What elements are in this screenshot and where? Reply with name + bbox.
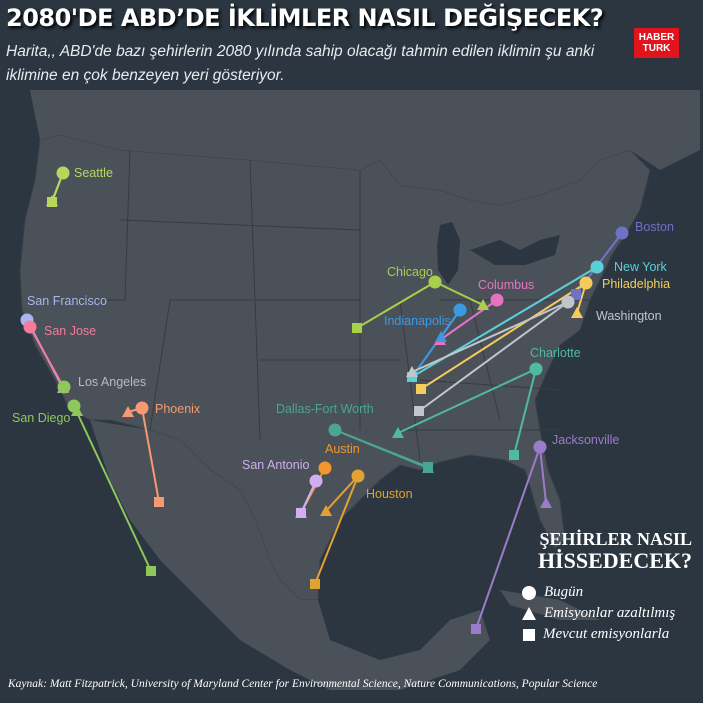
page-title: 2080'DE ABD’DE İKLİMLER NASIL DEĞİŞECEK? (6, 4, 604, 32)
legend-label: Bugün (544, 584, 584, 600)
square-marker (414, 406, 424, 416)
city-label: Washington (596, 309, 662, 323)
square-marker (509, 450, 519, 460)
city-labels: Seattle San Francisco San Jose Los Angeles S… (12, 166, 674, 501)
source-note: Kaynak: Matt Fitzpatrick, University of … (8, 678, 598, 690)
lake-michigan (437, 222, 460, 285)
square-icon (523, 628, 535, 641)
circle-icon (522, 585, 536, 600)
city-label: Jacksonville (552, 433, 619, 447)
square-marker (154, 497, 164, 507)
square-marker (146, 566, 156, 576)
circle-marker (453, 303, 467, 317)
legend-item-current: Mevcut emisyonlarla (522, 624, 692, 645)
link-line (418, 301, 569, 412)
circle-marker (67, 399, 81, 413)
city-markers (20, 166, 629, 634)
city-label: San Francisco (27, 294, 107, 308)
link-line (420, 282, 587, 390)
circle-marker (533, 440, 547, 454)
city-label: Columbus (478, 278, 534, 292)
triangle-marker (122, 406, 134, 417)
circle-marker (318, 461, 332, 475)
city-label: Dallas-Fort Worth (276, 402, 374, 416)
land-canada (30, 90, 700, 205)
square-marker (296, 508, 306, 518)
link-line (334, 429, 429, 468)
triangle-icon (522, 607, 536, 620)
city-label: Indianapolis (384, 314, 451, 328)
city-label: San Jose (44, 324, 96, 338)
land-mexico (90, 420, 490, 690)
circle-marker (579, 276, 593, 290)
page-subtitle: Harita,, ABD'de bazı şehirlerin 2080 yıl… (6, 43, 595, 84)
triangle-marker (392, 427, 404, 438)
legend-label: Mevcut emisyonlarla (543, 626, 670, 642)
city-label: Seattle (74, 166, 113, 180)
city-label: Los Angeles (78, 375, 146, 389)
circle-marker (529, 362, 543, 376)
link-line (539, 446, 547, 504)
legend: ŞEHİRLER NASIL HİSSEDECEK? Bugün Emisyon… (520, 528, 692, 645)
circle-marker (309, 474, 323, 488)
city-label: Phoenix (155, 402, 201, 416)
triangle-marker (46, 195, 58, 206)
link-line (73, 405, 152, 572)
square-marker (352, 323, 362, 333)
legend-title-line1: ŞEHİRLER NASIL (539, 529, 692, 549)
city-label: Houston (366, 487, 413, 501)
link-line (356, 281, 436, 329)
circle-marker (23, 320, 37, 334)
circle-marker (428, 275, 442, 289)
haberturk-logo: HABER TURK (634, 28, 679, 58)
link-line (314, 475, 359, 585)
circle-marker (615, 226, 629, 240)
circle-marker (590, 260, 604, 274)
legend-item-reduced: Emisyonlar azaltılmış (522, 603, 692, 624)
city-label: San Antonio (242, 458, 309, 472)
triangle-marker (477, 299, 489, 310)
circle-marker (57, 380, 71, 394)
legend-label: Emisyonlar azaltılmış (544, 605, 676, 621)
triangle-marker (406, 366, 418, 377)
city-label: Austin (325, 442, 360, 456)
triangle-marker (540, 497, 552, 508)
triangle-marker (435, 331, 447, 342)
triangle-marker (571, 307, 583, 318)
link-line (29, 326, 65, 389)
city-label: San Diego (12, 411, 70, 425)
circle-marker (56, 166, 70, 180)
triangle-marker (320, 505, 332, 516)
triangle-marker (422, 462, 434, 473)
circle-marker (328, 423, 342, 437)
legend-title-line2: HİSSEDECEK? (537, 548, 692, 573)
logo-line1: HABER (638, 32, 675, 43)
circle-marker (561, 295, 575, 309)
square-marker (416, 384, 426, 394)
legend-title: ŞEHİRLER NASIL HİSSEDECEK? (520, 528, 692, 572)
city-label: New York (614, 260, 668, 274)
circle-marker (351, 469, 365, 483)
link-line (439, 299, 498, 341)
legend-item-today: Bugün (522, 582, 692, 603)
great-lakes (470, 235, 560, 265)
logo-line2: TURK (642, 43, 671, 54)
link-line (434, 281, 484, 306)
city-label: Boston (635, 220, 674, 234)
link-line (475, 446, 541, 630)
square-marker (310, 579, 320, 589)
link-line (513, 368, 537, 456)
circle-marker (490, 293, 504, 307)
circle-marker (135, 401, 149, 415)
link-line (397, 368, 537, 434)
city-label: Charlotte (530, 346, 581, 360)
city-label: Chicago (387, 265, 433, 279)
link-line (141, 407, 160, 503)
square-marker (471, 624, 481, 634)
link-line (411, 301, 569, 373)
link-line (325, 475, 359, 512)
city-label: Philadelphia (602, 277, 670, 291)
